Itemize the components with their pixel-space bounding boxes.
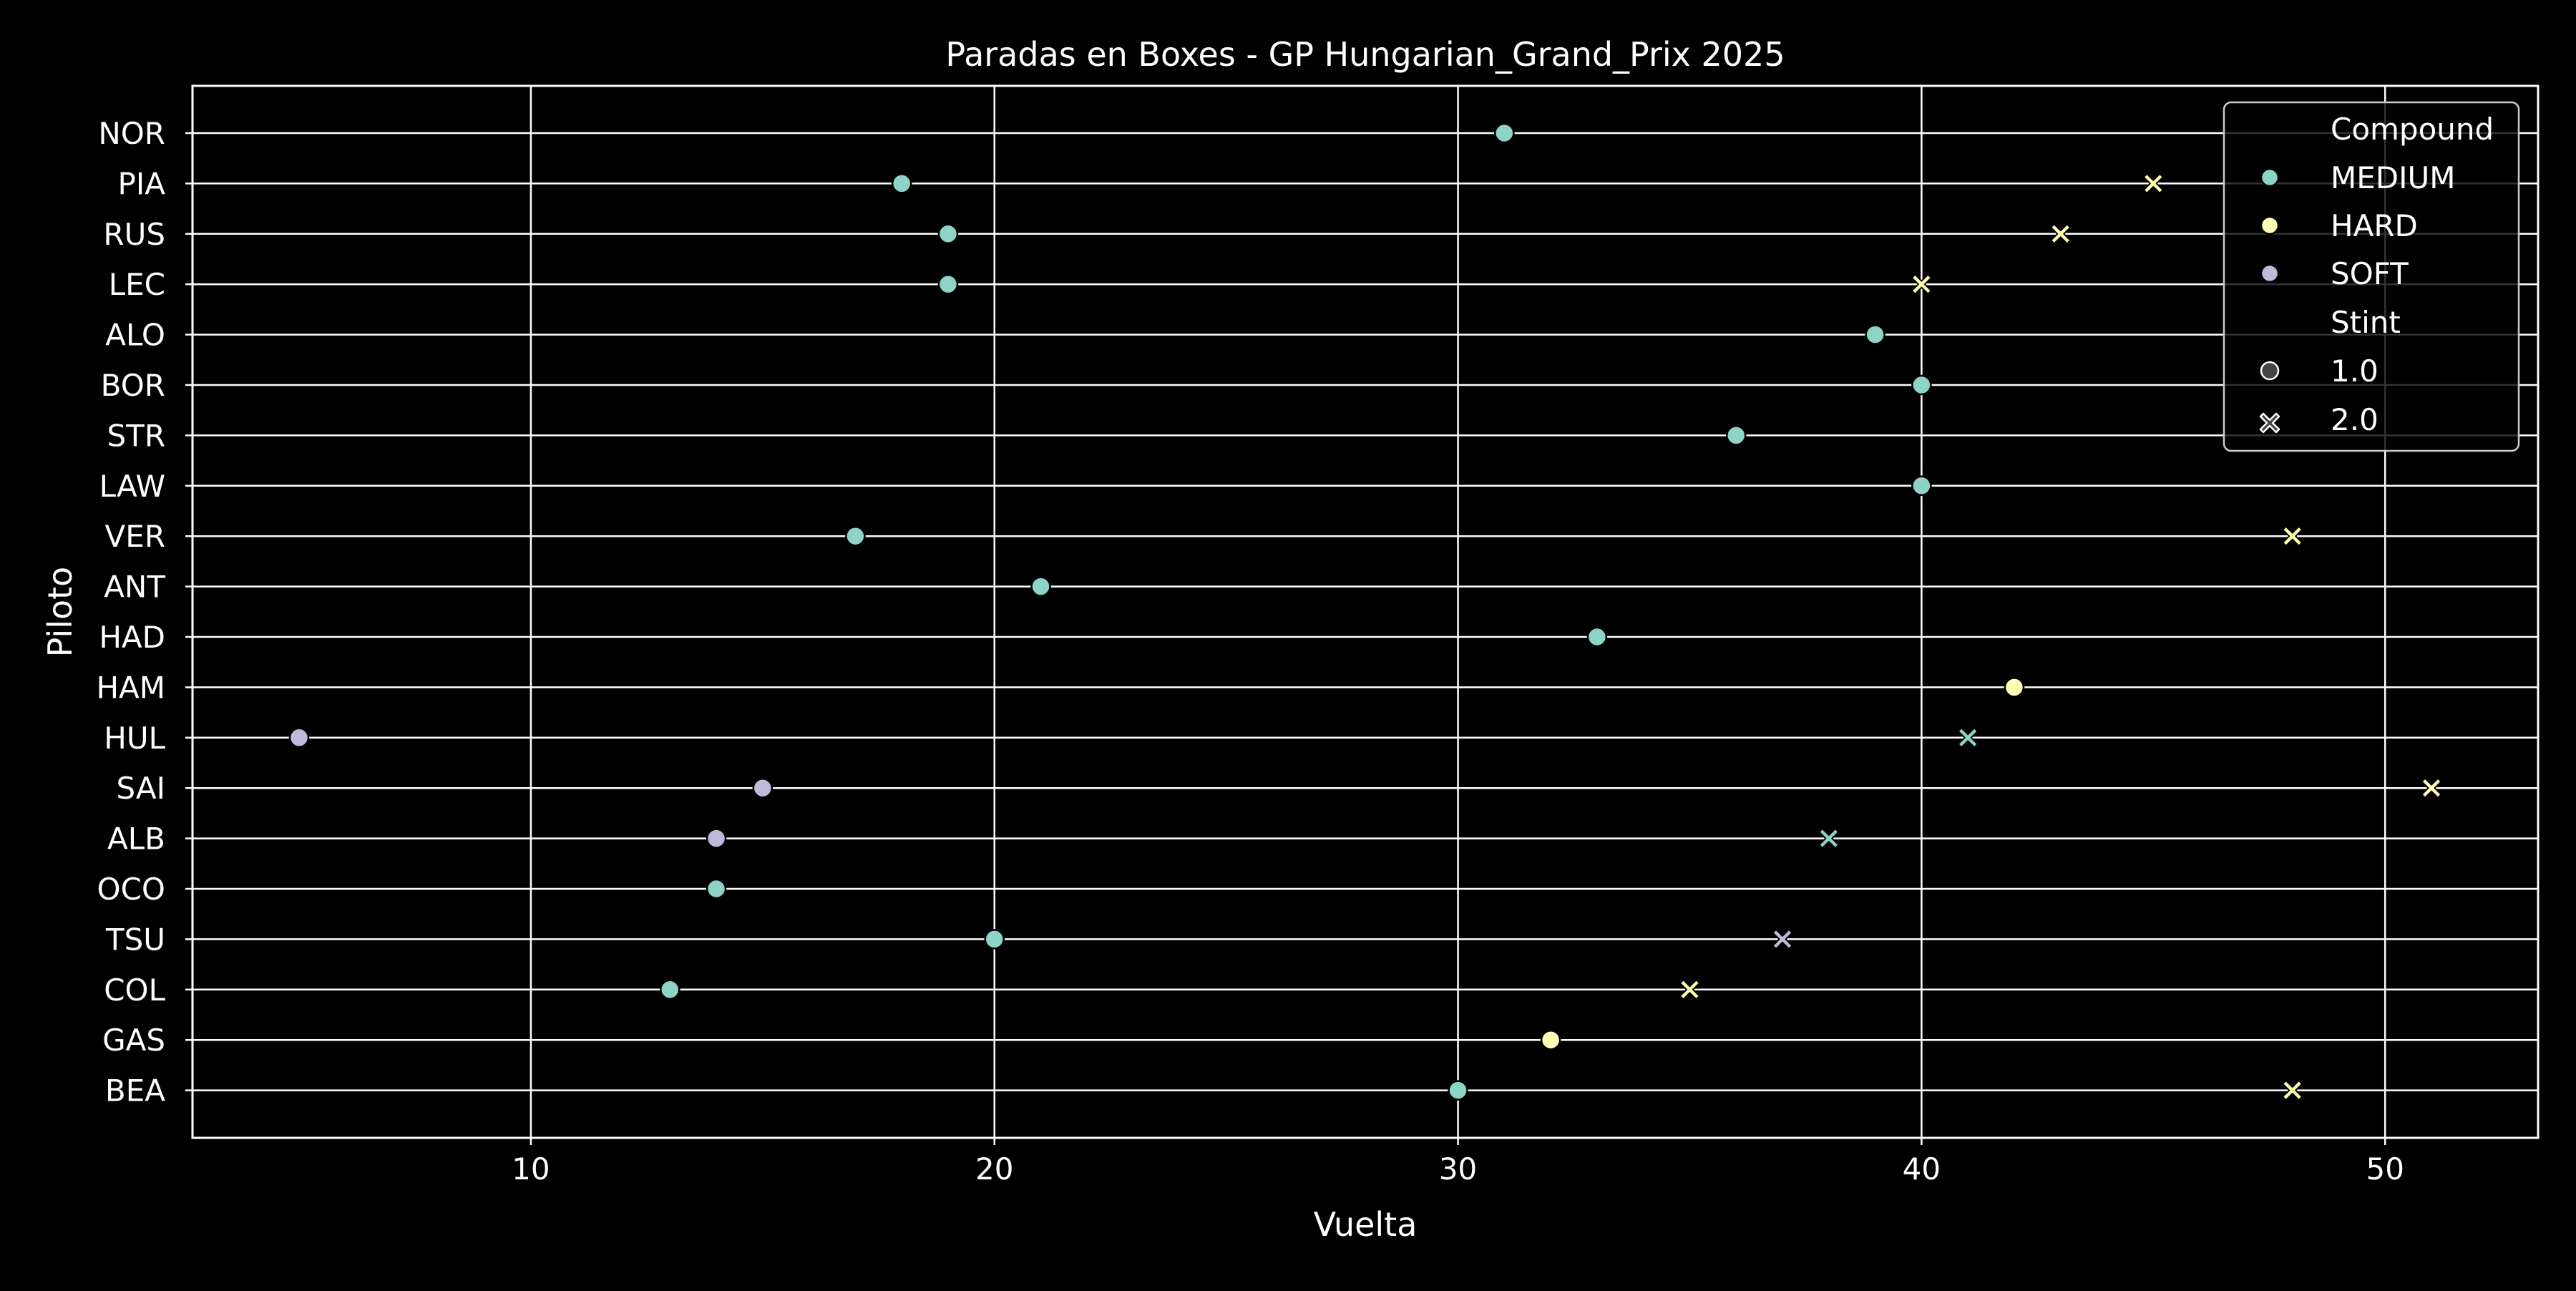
y-tick-label: BEA [105,1073,165,1109]
pit-stop-point [2004,677,2025,698]
legend: Compound MEDIUM HARD SOFT Stint 1.0 2.0 [2223,101,2520,452]
y-axis-label: Piloto [41,567,79,658]
y-tick-label: COL [104,973,165,1008]
y-tick-label: GAS [102,1023,165,1058]
pit-stop-point [1494,122,1515,144]
pit-stop-point [937,223,959,245]
y-tick-label: VER [105,519,165,554]
y-tick-label: SAI [116,771,165,806]
y-tick-label: ALO [105,318,165,353]
pit-stop-point [1911,273,1932,295]
y-tick-label: HAM [96,670,165,705]
y-tick-label: STR [107,418,166,453]
pit-stop-point [1772,928,1793,950]
pit-stop-point [660,979,680,1000]
y-tick-label: RUS [103,217,165,252]
y-tick-label: OCO [97,872,165,907]
x-tick-label: 30 [1439,1151,1477,1187]
legend-label-stint-1: 1.0 [2331,354,2379,389]
legend-label-soft: SOFT [2331,256,2409,291]
pit-stop-point [752,777,774,799]
pit-stop-point [1865,324,1885,345]
y-tick-label: ALB [107,822,165,857]
y-tick-label: BOR [101,368,165,403]
y-tick-label: LEC [109,267,165,302]
pit-stop-point [1957,727,1979,749]
legend-label-stint-2: 2.0 [2331,402,2379,437]
pit-stop-point [1586,626,1608,648]
pit-stop-point [2050,223,2072,245]
pit-stop-point [2142,172,2164,194]
pit-stop-point [1911,374,1932,396]
legend-title-compound: Compound [2331,112,2494,147]
legend-marker-soft [2260,263,2280,283]
x-tick-label: 50 [2366,1151,2404,1187]
pit-stop-point [1448,1080,1468,1101]
chart-title: Paradas en Boxes - GP Hungarian_Grand_Pr… [945,35,1785,74]
axis-ticks: 10 20 30 40 50 NOR PIA RUS LEC ALO BOR STR LAW VER ANT… [96,116,2404,1187]
y-tick-label: HAD [99,620,165,655]
legend-marker-stint-2 [2259,412,2280,434]
pit-stop-point [288,727,310,749]
pit-stop-point [1679,979,1700,1000]
legend-label-hard: HARD [2331,208,2418,243]
legend-marker-hard [2260,215,2280,235]
data-points [288,122,2442,1101]
y-tick-label: PIA [118,166,166,201]
y-tick-label: HUL [104,721,165,756]
grid-lines [192,86,2538,1138]
pit-stop-point [1540,1029,1561,1051]
x-axis-label: Vuelta [1314,1205,1418,1244]
pit-stop-point [706,878,727,900]
x-tick-label: 10 [512,1151,550,1187]
pit-stop-point [937,273,959,295]
x-tick-label: 40 [1903,1151,1941,1187]
legend-title-stint: Stint [2331,305,2401,340]
pit-stop-point [845,525,866,547]
pit-stop-point [1030,576,1051,597]
pit-stop-point [2421,777,2442,799]
y-tick-label: TSU [105,922,165,957]
pit-stop-point [706,828,727,849]
legend-box [2223,101,2520,452]
pit-stop-point [1818,828,1840,849]
x-tick-label: 20 [975,1151,1013,1187]
pit-stop-point [984,929,1005,950]
pit-stop-point [1726,425,1747,446]
y-tick-label: LAW [99,469,165,504]
pit-stop-point [2282,525,2303,547]
pit-stop-point [2282,1080,2303,1101]
y-tick-label: ANT [104,570,165,605]
pit-stop-point [1911,475,1932,497]
legend-marker-stint-1 [2260,361,2280,381]
y-tick-label: NOR [98,116,165,151]
legend-label-medium: MEDIUM [2331,160,2455,195]
legend-marker-medium [2260,167,2280,187]
pit-stop-point [891,173,912,194]
plot-frame [191,84,2540,1139]
